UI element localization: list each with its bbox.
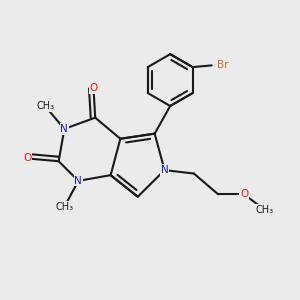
Text: N: N <box>74 176 82 186</box>
Text: O: O <box>89 83 98 93</box>
Text: Br: Br <box>217 60 229 70</box>
Text: CH₃: CH₃ <box>36 101 54 111</box>
Text: O: O <box>23 154 32 164</box>
Text: CH₃: CH₃ <box>256 205 274 215</box>
Text: CH₃: CH₃ <box>56 202 74 212</box>
Text: O: O <box>240 189 248 199</box>
Text: N: N <box>61 124 68 134</box>
Text: N: N <box>161 165 168 175</box>
